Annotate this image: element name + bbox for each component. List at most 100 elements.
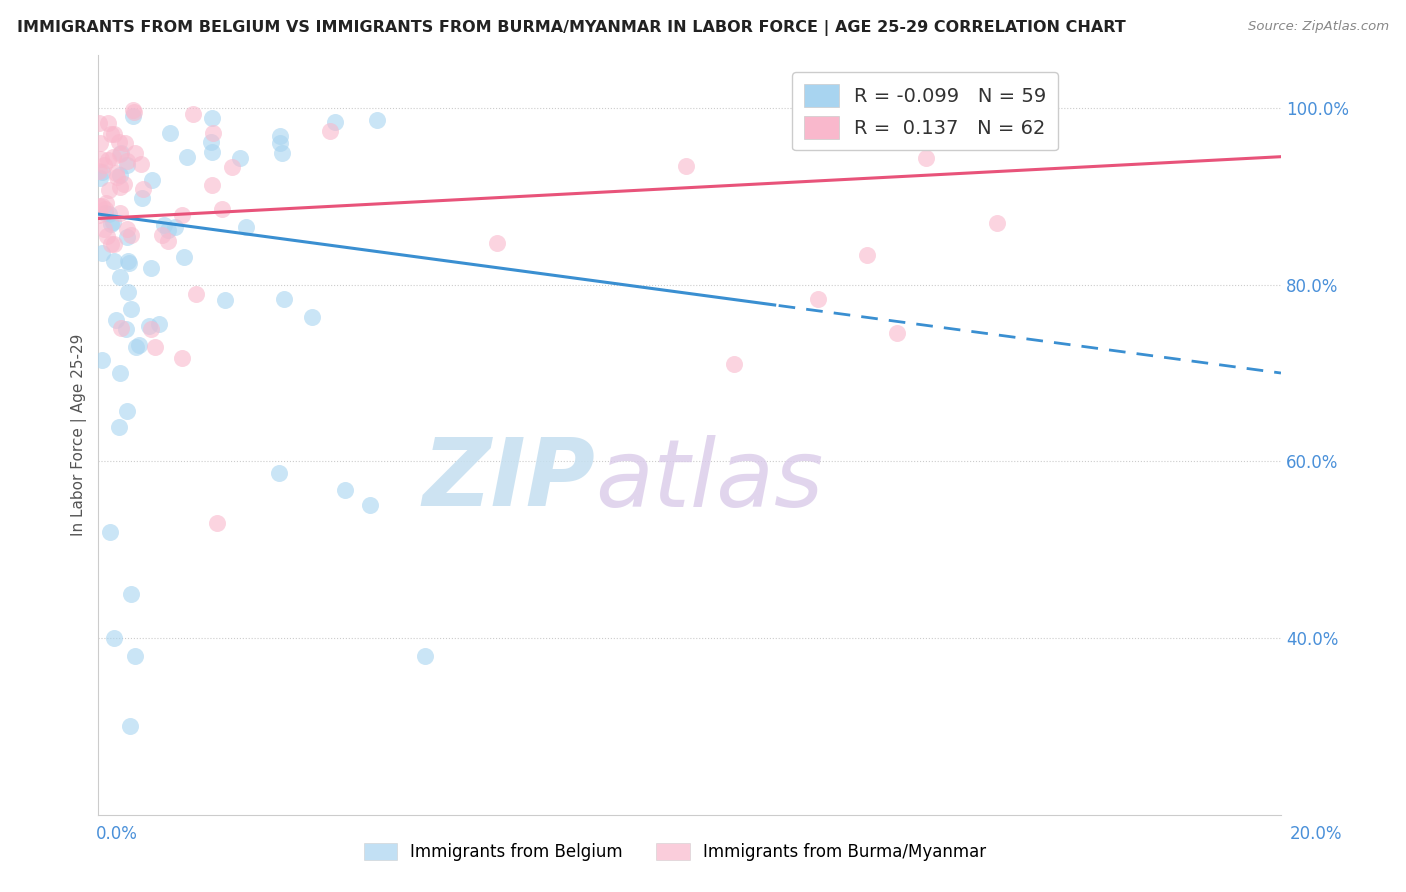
Point xyxy=(110,366,132,380)
Point xyxy=(675,159,697,173)
Point xyxy=(97,116,120,130)
Point xyxy=(89,171,111,186)
Point xyxy=(108,147,131,161)
Point xyxy=(723,357,745,371)
Point xyxy=(201,126,224,140)
Point xyxy=(271,146,294,161)
Point xyxy=(201,145,224,160)
Point xyxy=(201,178,224,192)
Point xyxy=(101,214,124,228)
Point xyxy=(141,173,163,187)
Point xyxy=(807,292,830,306)
Point xyxy=(129,157,152,171)
Point xyxy=(205,516,228,530)
Point xyxy=(103,150,125,164)
Point xyxy=(915,151,938,165)
Point xyxy=(323,114,346,128)
Point xyxy=(359,499,381,513)
Point xyxy=(94,206,117,220)
Point xyxy=(115,158,138,172)
Point xyxy=(94,196,117,211)
Point xyxy=(797,131,820,145)
Point xyxy=(87,116,110,130)
Point xyxy=(132,182,155,196)
Point xyxy=(965,122,987,136)
Point xyxy=(124,145,146,160)
Point xyxy=(211,202,233,216)
Point xyxy=(120,719,142,733)
Point xyxy=(235,219,257,234)
Point xyxy=(120,301,142,316)
Point xyxy=(115,404,138,418)
Point xyxy=(90,199,112,213)
Point xyxy=(176,150,198,164)
Point xyxy=(103,127,125,141)
Point xyxy=(172,208,194,222)
Point xyxy=(267,466,290,480)
Point xyxy=(120,228,142,243)
Point xyxy=(93,158,115,172)
Point xyxy=(124,648,146,663)
Point xyxy=(97,153,120,168)
Point xyxy=(143,340,166,354)
Text: atlas: atlas xyxy=(595,435,824,526)
Point xyxy=(110,270,132,285)
Point xyxy=(856,247,879,261)
Text: 20.0%: 20.0% xyxy=(1291,825,1343,843)
Point xyxy=(110,321,132,335)
Point xyxy=(108,135,131,149)
Point xyxy=(156,223,179,237)
Point xyxy=(122,104,145,119)
Point xyxy=(170,351,193,365)
Point xyxy=(122,103,145,117)
Point xyxy=(117,285,139,300)
Point xyxy=(112,177,135,191)
Point xyxy=(108,168,131,182)
Point xyxy=(333,483,356,498)
Point xyxy=(214,293,236,307)
Point xyxy=(110,146,132,161)
Point xyxy=(108,419,131,434)
Point xyxy=(183,107,205,121)
Text: Source: ZipAtlas.com: Source: ZipAtlas.com xyxy=(1249,20,1389,33)
Point xyxy=(89,198,111,212)
Point xyxy=(94,202,117,216)
Point xyxy=(159,126,181,140)
Text: 0.0%: 0.0% xyxy=(96,825,138,843)
Point xyxy=(120,587,142,601)
Point xyxy=(96,229,118,244)
Point xyxy=(122,109,145,123)
Point xyxy=(273,292,295,306)
Point xyxy=(221,161,243,175)
Point xyxy=(103,236,125,251)
Point xyxy=(93,221,115,235)
Point xyxy=(139,260,162,275)
Point xyxy=(138,319,160,334)
Point xyxy=(105,313,128,327)
Point xyxy=(813,116,835,130)
Point xyxy=(98,183,121,197)
Point xyxy=(366,113,388,128)
Point xyxy=(165,220,187,235)
Point xyxy=(125,340,148,354)
Legend: R = -0.099   N = 59, R =  0.137   N = 62: R = -0.099 N = 59, R = 0.137 N = 62 xyxy=(792,72,1059,151)
Point xyxy=(100,217,122,231)
Point xyxy=(153,218,176,232)
Point xyxy=(269,128,291,143)
Point xyxy=(201,111,224,125)
Point xyxy=(98,524,121,539)
Text: IMMIGRANTS FROM BELGIUM VS IMMIGRANTS FROM BURMA/MYANMAR IN LABOR FORCE | AGE 25: IMMIGRANTS FROM BELGIUM VS IMMIGRANTS FR… xyxy=(17,20,1126,36)
Point xyxy=(173,250,195,264)
Point xyxy=(108,179,131,194)
Point xyxy=(128,337,150,351)
Point xyxy=(157,235,180,249)
Point xyxy=(118,255,141,269)
Point xyxy=(229,151,252,165)
Point xyxy=(90,153,112,167)
Point xyxy=(114,136,136,150)
Point xyxy=(184,286,207,301)
Point xyxy=(301,310,323,325)
Point xyxy=(886,326,908,341)
Point xyxy=(115,153,138,168)
Point xyxy=(89,163,111,178)
